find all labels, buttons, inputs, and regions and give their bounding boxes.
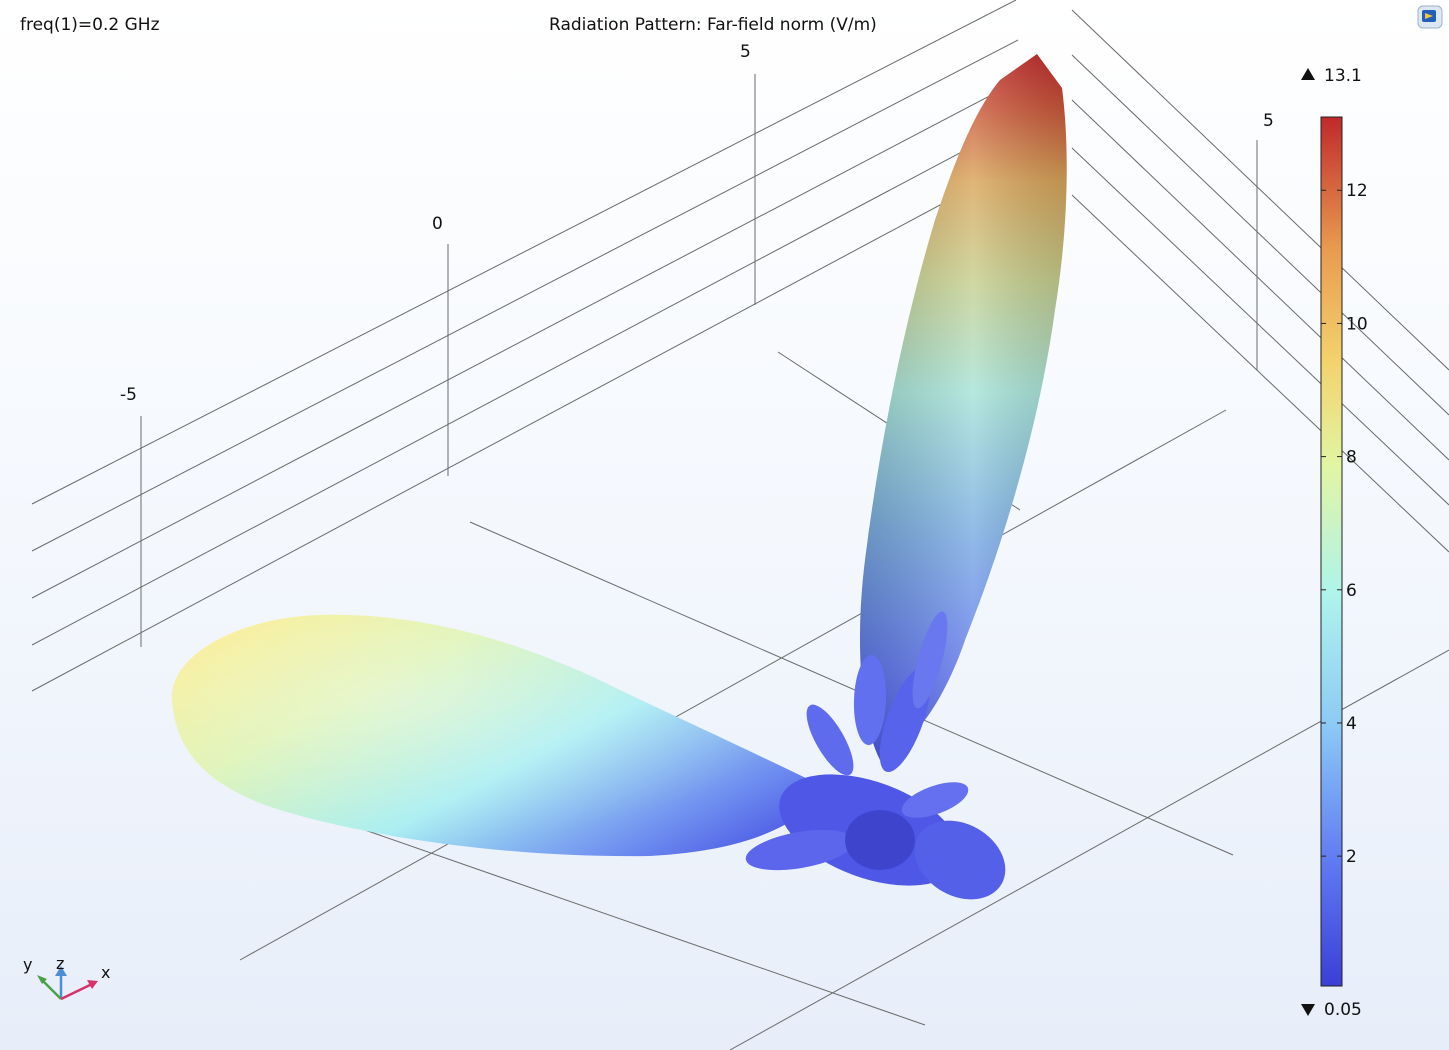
side-lobe — [171, 614, 830, 857]
axis-triad: y z x — [23, 954, 110, 1001]
colorbar-tick-label: 12 — [1346, 181, 1368, 201]
colorbar-tick-label: 8 — [1346, 448, 1357, 468]
color-legend: 13.1 0.05 12 10 8 6 4 2 — [1301, 66, 1368, 1020]
axis-x-label: x — [101, 963, 110, 982]
max-triangle-icon — [1301, 68, 1315, 80]
side-wall-grid — [1071, 9, 1449, 553]
colorbar-tick-label: 4 — [1346, 714, 1357, 734]
main-lobe — [860, 54, 1067, 760]
colorbar-ticks: 12 10 8 6 4 2 — [1321, 181, 1368, 867]
minor-lobes — [745, 611, 1006, 900]
colorbar-tick-label: 6 — [1346, 581, 1357, 601]
y-tick-labels: 5 — [1263, 111, 1274, 131]
colorbar-min-label: 0.05 — [1324, 1000, 1362, 1020]
plot-title: Radiation Pattern: Far-field norm (V/m) — [549, 15, 877, 35]
colorbar-tick-label: 10 — [1346, 314, 1368, 334]
colorbar-gradient — [1320, 116, 1343, 987]
x-tick-label: 5 — [740, 42, 751, 62]
floor-grid — [239, 351, 1449, 1050]
parameter-label: freq(1)=0.2 GHz — [20, 15, 160, 35]
colorbar-max-label: 13.1 — [1324, 66, 1362, 86]
axis-y-label: y — [23, 955, 32, 974]
x-tick-label: -5 — [120, 385, 137, 405]
x-tick-labels: -5 0 5 — [120, 42, 751, 405]
axis-z-label: z — [56, 954, 64, 973]
x-tick-label: 0 — [432, 214, 443, 234]
back-wall-grid — [31, 0, 1025, 692]
app-logo-icon — [1417, 5, 1443, 29]
colorbar-tick-label: 2 — [1346, 847, 1357, 867]
min-triangle-icon — [1301, 1004, 1315, 1016]
y-tick-label: 5 — [1263, 111, 1274, 131]
